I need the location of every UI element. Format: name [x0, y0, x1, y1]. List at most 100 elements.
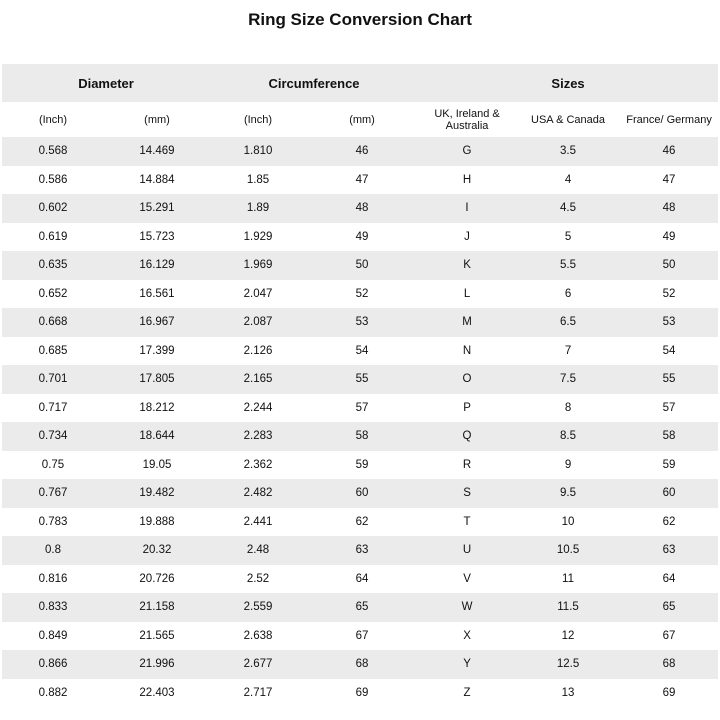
- table-cell: 16.561: [139, 287, 175, 300]
- table-cell: 6: [564, 287, 572, 300]
- table-cell: 20.32: [104, 536, 211, 565]
- table-cell: 48: [306, 194, 419, 223]
- table-cell: 19.888: [139, 515, 175, 528]
- table-cell: 1.89: [210, 194, 307, 223]
- table-cell: 58: [620, 422, 719, 451]
- table-cell: S: [418, 479, 517, 508]
- table-cell: 8: [564, 401, 572, 414]
- table-cell: Q: [418, 422, 517, 451]
- table-cell: 19.05: [142, 458, 172, 471]
- table-row: 0.767 19.482 2.482 60 S 9.5 60: [2, 479, 719, 508]
- table-cell: 57: [662, 401, 676, 414]
- table-cell: 68: [620, 650, 719, 679]
- table-cell: 0.701: [2, 365, 104, 394]
- table-cell: 54: [662, 344, 676, 357]
- table-cell: 4.5: [516, 194, 621, 223]
- table-cell: 2.087: [210, 308, 307, 337]
- table-row: 0.717 18.212 2.244 57 P 8 57: [2, 394, 718, 423]
- table-cell: 59: [662, 458, 676, 471]
- table-cell: 13: [561, 686, 575, 699]
- table-cell: 20.726: [139, 572, 175, 585]
- table-cell: H: [462, 173, 472, 186]
- table-cell: 49: [355, 230, 369, 243]
- table-cell: O: [418, 365, 517, 394]
- table-cell: 52: [662, 287, 676, 300]
- table-cell: 54: [355, 344, 369, 357]
- table-cell: 47: [355, 173, 369, 186]
- ring-size-table: Diameter Circumference Sizes (Inch) (mm) (…: [2, 64, 719, 707]
- column-header: (Inch): [38, 113, 68, 126]
- column-header: (mm): [349, 113, 375, 126]
- table-cell: 6.5: [516, 308, 621, 337]
- table-cell: 14.469: [104, 137, 211, 166]
- table-cell: 2.126: [243, 344, 273, 357]
- table-row: 0.8 20.32 2.48 63 U 10.5 63: [2, 536, 719, 565]
- table-cell: 1.929: [243, 230, 273, 243]
- table-cell: M: [418, 308, 517, 337]
- table-cell: 0.8: [2, 536, 104, 565]
- table-cell: 11: [562, 572, 574, 585]
- table-cell: 64: [355, 572, 369, 585]
- table-cell: 2.482: [210, 479, 307, 508]
- table-cell: 60: [620, 479, 719, 508]
- table-cell: 2.283: [210, 422, 307, 451]
- table-cell: 21.158: [104, 593, 211, 622]
- table-cell: 46: [306, 137, 419, 166]
- table-cell: 62: [355, 515, 369, 528]
- table-row: 0.701 17.805 2.165 55 O 7.5 55: [2, 365, 719, 394]
- table-cell: 0.685: [38, 344, 68, 357]
- table-cell: 21.565: [139, 629, 175, 642]
- group-diameter: Diameter: [2, 64, 211, 102]
- group-header-row: Diameter Circumference Sizes: [2, 64, 719, 102]
- table-cell: K: [418, 251, 517, 280]
- table-cell: 59: [355, 458, 369, 471]
- table-cell: 67: [662, 629, 676, 642]
- table-cell: 17.805: [104, 365, 211, 394]
- table-cell: 64: [662, 572, 676, 585]
- table-cell: 2.638: [243, 629, 273, 642]
- table-cell: 15.291: [104, 194, 211, 223]
- table-cell: 4: [564, 173, 572, 186]
- table-cell: T: [463, 515, 471, 528]
- table-cell: 65: [306, 593, 419, 622]
- table-cell: 19.482: [104, 479, 211, 508]
- table-cell: 47: [662, 173, 676, 186]
- table-cell: U: [418, 536, 517, 565]
- table-cell: 62: [662, 515, 676, 528]
- table-cell: 0.783: [38, 515, 68, 528]
- page-title: Ring Size Conversion Chart: [248, 10, 472, 29]
- table-cell: 53: [306, 308, 419, 337]
- table-cell: P: [463, 401, 471, 414]
- table-cell: 58: [306, 422, 419, 451]
- table-row: 0.816 20.726 2.52 64 V 11 64: [2, 565, 718, 594]
- table-cell: 2.244: [243, 401, 273, 414]
- table-cell: 0.635: [2, 251, 104, 280]
- table-cell: 63: [306, 536, 419, 565]
- table-cell: 0.816: [38, 572, 68, 585]
- table-cell: 2.48: [210, 536, 307, 565]
- table-row: 0.619 15.723 1.929 49 J 5 49: [2, 223, 718, 252]
- table-cell: 69: [355, 686, 369, 699]
- table-cell: 5: [564, 230, 572, 243]
- table-cell: X: [463, 629, 471, 642]
- table-cell: 2.677: [210, 650, 307, 679]
- column-header: USA & Canada: [531, 113, 606, 126]
- table-cell: 0.75: [41, 458, 65, 471]
- table-cell: 57: [355, 401, 369, 414]
- table-cell: 0.833: [2, 593, 104, 622]
- column-header: (mm): [144, 113, 170, 126]
- table-cell: 12: [561, 629, 575, 642]
- table-cell: 2.047: [243, 287, 273, 300]
- table-row: 0.734 18.644 2.283 58 Q 8.5 58: [2, 422, 719, 451]
- table-cell: 16.129: [104, 251, 211, 280]
- table-cell: 0.734: [2, 422, 104, 451]
- table-cell: 2.52: [246, 572, 270, 585]
- table-cell: 8.5: [516, 422, 621, 451]
- table-cell: 63: [620, 536, 719, 565]
- table-row: 0.685 17.399 2.126 54 N 7 54: [2, 337, 718, 366]
- table-row: 0.586 14.884 1.85 47 H 4 47: [2, 166, 718, 195]
- table-cell: 7: [564, 344, 572, 357]
- table-cell: 2.559: [210, 593, 307, 622]
- table-cell: 50: [620, 251, 719, 280]
- table-cell: 18.644: [104, 422, 211, 451]
